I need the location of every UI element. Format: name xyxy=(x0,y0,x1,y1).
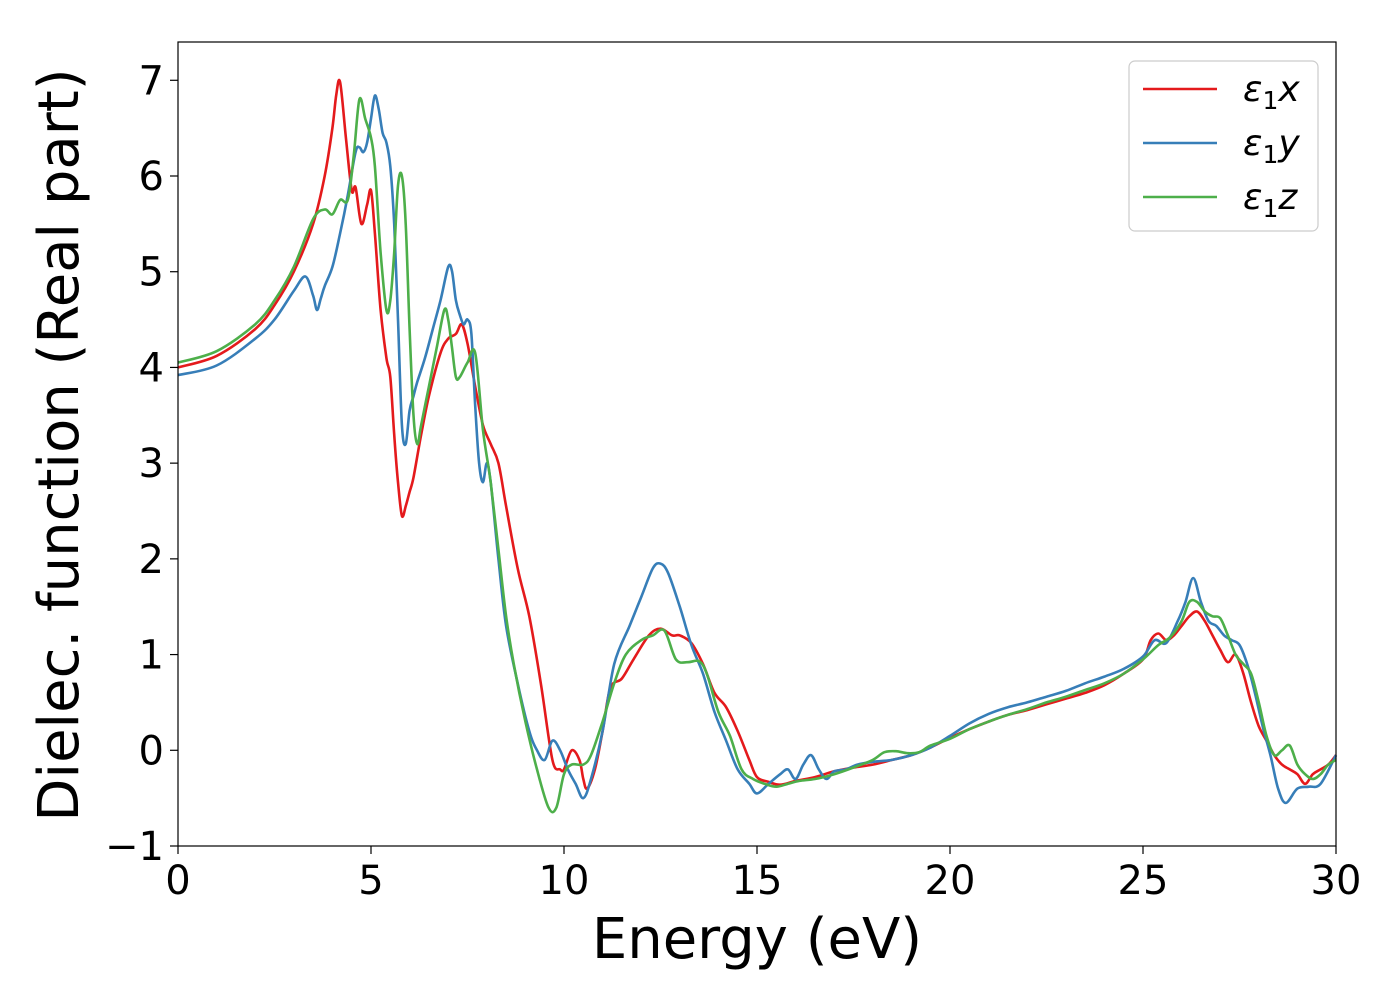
y-axis-title: Dielec. function (Real part) xyxy=(27,68,92,821)
legend-frame xyxy=(1128,60,1319,232)
x-tick-label: 30 xyxy=(1311,858,1362,904)
y-tick-label: 2 xyxy=(139,537,164,583)
y-tick-label: −1 xyxy=(105,824,164,870)
legend-label-z: ε1z xyxy=(1243,177,1298,223)
y-tick-label: 6 xyxy=(139,154,164,200)
x-axis-ticks: 0 5 10 15 20 25 30 xyxy=(165,846,1361,904)
legend: ε1x ε1y ε1z xyxy=(1128,60,1319,232)
y-tick-label: 0 xyxy=(139,728,164,774)
x-tick-label: 0 xyxy=(165,858,190,904)
x-tick-label: 25 xyxy=(1118,858,1169,904)
y-axis-ticks: −1 0 1 2 3 4 5 6 7 xyxy=(105,58,178,870)
series-line-y xyxy=(177,94,1338,805)
series-line-z xyxy=(177,96,1337,814)
x-tick-label: 20 xyxy=(925,858,976,904)
y-tick-label: 5 xyxy=(139,250,164,296)
y-tick-label: 4 xyxy=(139,345,164,391)
x-tick-label: 10 xyxy=(539,858,590,904)
x-axis-title: Energy (eV) xyxy=(592,907,922,972)
y-tick-label: 7 xyxy=(139,58,164,104)
legend-label-y: ε1y xyxy=(1243,123,1300,169)
y-tick-label: 3 xyxy=(139,441,164,487)
series-layer xyxy=(177,78,1338,814)
x-tick-label: 15 xyxy=(732,858,783,904)
legend-label-x: ε1x xyxy=(1243,69,1300,115)
y-tick-label: 1 xyxy=(139,633,164,679)
x-tick-label: 5 xyxy=(358,858,383,904)
